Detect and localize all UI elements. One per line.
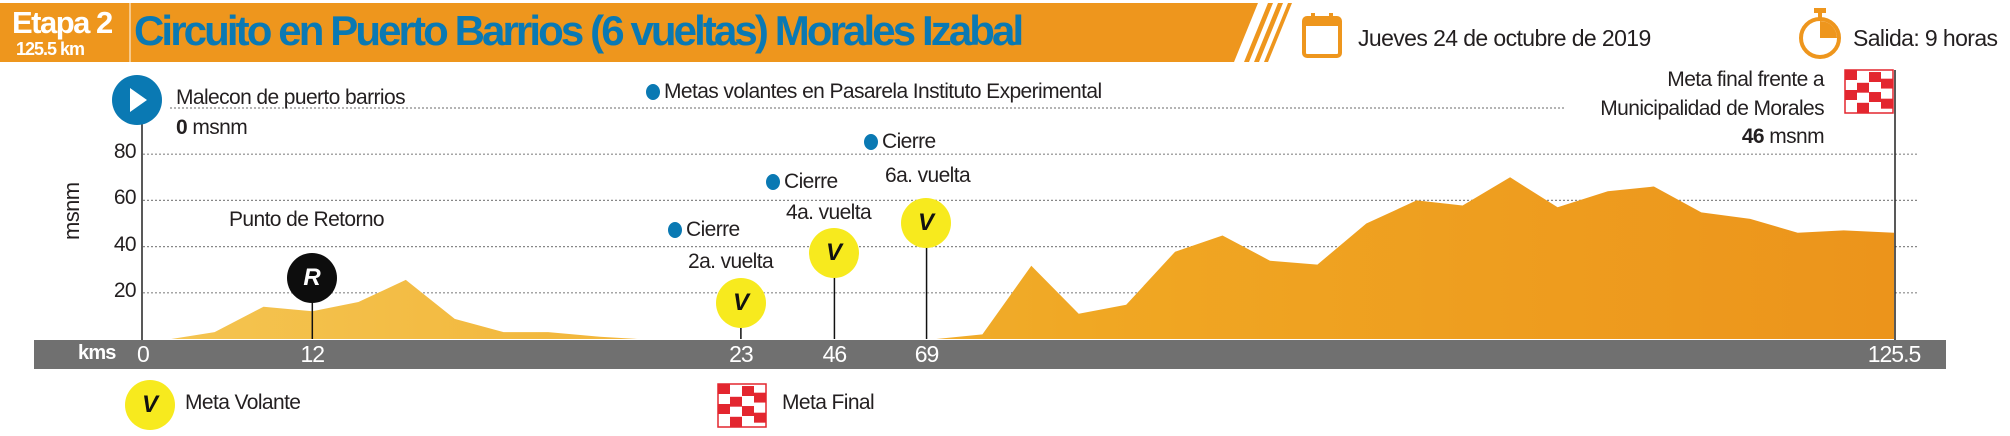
flag-square: [718, 414, 730, 424]
cierre-lap: 4a. vuelta: [786, 201, 872, 224]
meta-volante-marker: V: [716, 278, 766, 328]
finish-location-line2: Municipalidad de Morales: [1600, 97, 1824, 120]
flag-square: [1845, 70, 1857, 80]
legend-meta-volante: Meta Volante: [185, 391, 301, 414]
flag-square: [742, 386, 754, 397]
flag-square: [730, 386, 742, 397]
flag-square: [1881, 98, 1893, 109]
flag-square: [754, 402, 766, 413]
start-location: Malecon de puerto barrios: [176, 86, 406, 109]
flag-square: [754, 382, 766, 393]
x-axis-label: kms: [78, 342, 116, 364]
flag-square: [730, 396, 742, 407]
flag-square: [1869, 92, 1881, 103]
flag-square: [718, 384, 730, 394]
bullet-icon: [668, 222, 682, 239]
finish-altitude-unit: msnm: [1769, 125, 1824, 148]
flag-square: [730, 406, 742, 417]
race-date: Jueves 24 de octubre de 2019: [1358, 25, 1651, 51]
flag-square: [742, 416, 754, 427]
km-axis-bar: [34, 340, 1946, 369]
finish-altitude-value: 46: [1741, 125, 1765, 148]
flag-square: [754, 412, 766, 423]
stage-label: Etapa 2: [12, 5, 113, 40]
meta-volante-marker: V: [901, 198, 951, 248]
flag-square: [1845, 100, 1857, 110]
cierre-label: Cierre: [864, 130, 936, 154]
flag-square: [1881, 88, 1893, 99]
x-tick-label: 46: [822, 341, 848, 367]
metas-volantes-note: Metas volantes en Pasarela Instituto Exp…: [646, 80, 1102, 104]
flag-square: [1857, 102, 1869, 113]
flag-square: [1869, 82, 1881, 93]
flag-border: [1844, 69, 1894, 114]
stage-distance: 125.5 km: [16, 39, 85, 59]
flag-square: [730, 416, 742, 427]
header-banner: [0, 3, 1292, 62]
y-tick-label: 20: [113, 278, 137, 302]
cierre-label: Cierre: [668, 218, 740, 242]
flag-square: [742, 406, 754, 417]
metas-volantes-text: Metas volantes en Pasarela Instituto Exp…: [664, 80, 1102, 103]
finish-altitude: 46 msnm: [1741, 125, 1825, 149]
flag-square: [1857, 82, 1869, 93]
legend-volante-icon: V: [125, 380, 175, 430]
y-tick-label: 60: [113, 186, 137, 210]
flag-square: [718, 394, 730, 404]
bullet-icon: [864, 134, 878, 151]
retorno-marker: R: [287, 253, 337, 303]
meta-volante-marker: V: [809, 228, 859, 278]
cierre-lap: 6a. vuelta: [885, 164, 971, 187]
y-tick-label: 40: [113, 232, 137, 256]
stopwatch-icon: [1799, 8, 1841, 59]
elevation-profile-area: [142, 177, 1894, 339]
flag-square: [718, 404, 730, 414]
flag-square: [1869, 72, 1881, 83]
flag-border: [717, 383, 767, 428]
punto-retorno-label: Punto de Retorno: [229, 208, 385, 231]
flag-square: [1881, 68, 1893, 79]
start-time: Salida: 9 horas: [1853, 25, 1998, 51]
page-title: Circuito en Puerto Barrios (6 vueltas) M…: [134, 7, 1024, 54]
x-tick-label: 0: [137, 341, 150, 367]
x-tick-label: 23: [729, 341, 754, 367]
x-tick-label: 125.5: [1867, 341, 1922, 367]
start-altitude-unit: msnm: [192, 116, 248, 139]
start-altitude: 0 msnm: [176, 116, 248, 140]
flag-square: [1845, 90, 1857, 100]
checkered-flag-icon: [1844, 68, 1894, 114]
stage-badge: Etapa 2 125.5 km: [0, 3, 128, 62]
flag-square: [754, 392, 766, 403]
flag-square: [1857, 92, 1869, 103]
bullet-icon: [766, 174, 780, 191]
calendar-icon: [1302, 13, 1342, 58]
cierre-label: Cierre: [766, 170, 838, 194]
bullet-icon: [646, 84, 660, 101]
x-tick-label: 69: [914, 341, 940, 367]
flag-square: [1881, 78, 1893, 89]
flag-square: [1869, 102, 1881, 113]
flag-square: [1845, 80, 1857, 90]
cierre-lap: 2a. vuelta: [688, 250, 774, 273]
y-tick-label: 80: [113, 140, 137, 164]
flag-square: [742, 396, 754, 407]
finish-location-line1: Meta final frente a: [1667, 68, 1824, 91]
y-axis-label: msnm: [59, 182, 84, 241]
start-altitude-value: 0: [176, 116, 188, 139]
legend-checkered-flag-icon: [717, 382, 767, 428]
x-tick-label: 12: [300, 341, 326, 367]
play-start-icon: [112, 75, 162, 125]
flag-square: [1857, 72, 1869, 83]
legend-meta-final: Meta Final: [782, 391, 875, 414]
